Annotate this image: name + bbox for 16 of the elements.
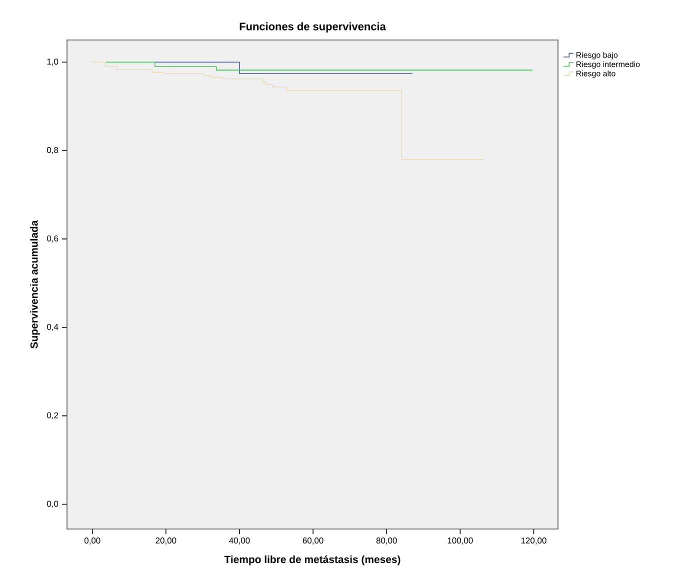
y-tick-label: 0,0 [47,500,58,508]
x-tick-label: 0,00 [84,538,100,545]
x-tick-label: 20,00 [156,538,176,545]
y-tick-label: 1,0 [47,58,58,66]
x-tick-label: 80,00 [376,538,397,545]
x-tick-label: 100,00 [448,538,473,545]
x-tick-label: 60,00 [302,538,324,545]
x-tick-label: 120,00 [521,538,546,545]
chart-title: Funciones de supervivencia [240,22,386,32]
y-tick-label: 0,6 [47,235,58,242]
y-tick-label: 0,2 [47,412,58,420]
y-tick-label: 0,4 [47,324,58,331]
x-tick-label: 40,00 [229,538,250,545]
y-axis-title: Supervivencia acumulada [30,220,40,348]
y-tick-label: 0,8 [47,147,58,154]
x-axis-title: Tiempo libre de metástasis (meses) [224,555,400,566]
